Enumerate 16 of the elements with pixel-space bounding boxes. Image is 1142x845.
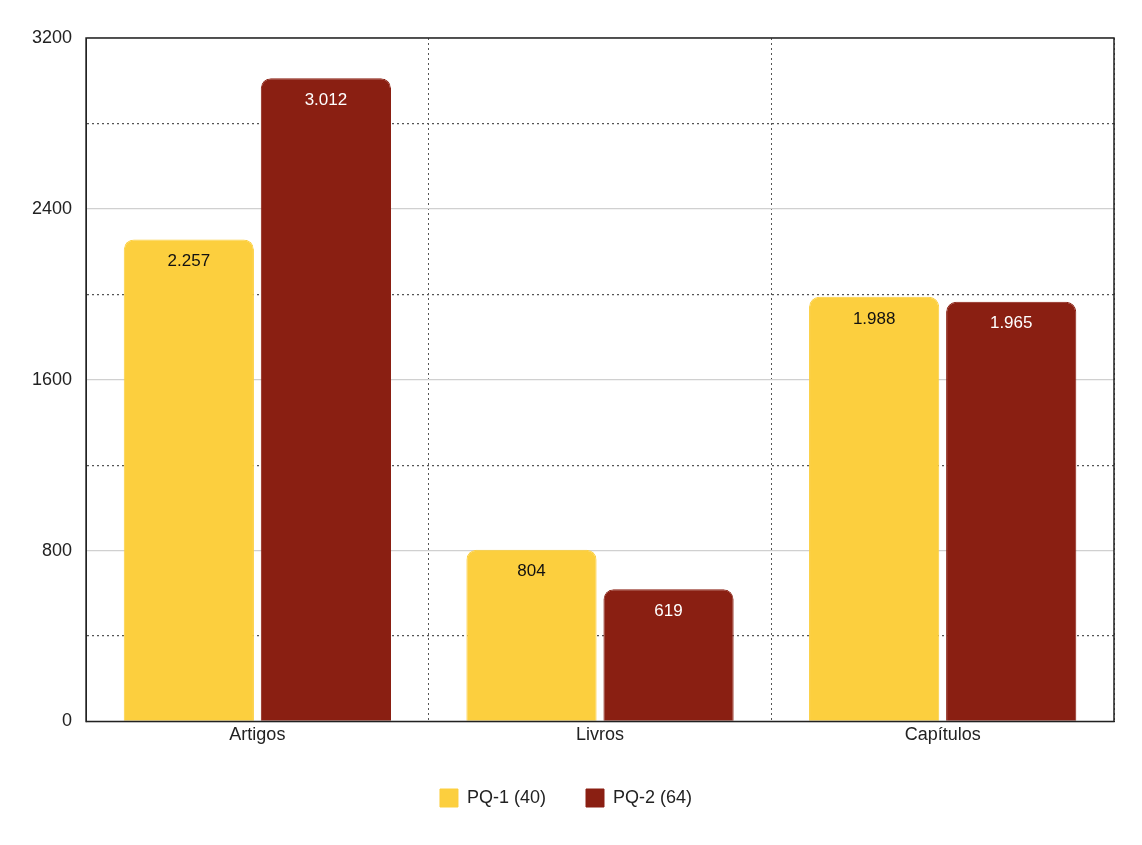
x-tick-label: Livros [576,724,625,745]
data-label: 1.988 [852,308,896,328]
y-tick-label: 3200 [32,26,73,47]
legend-label: PQ-2 (64) [613,786,693,807]
legend-label: PQ-1 (40) [466,786,547,807]
data-label: 1.965 [989,313,1033,333]
y-tick-label: 2400 [32,197,73,218]
data-label: 3.012 [304,89,348,109]
data-label: 804 [517,561,546,581]
y-tick-label: 800 [42,539,73,560]
y-tick-label: 1600 [32,368,73,389]
data-label: 2.257 [167,251,211,271]
data-label: 619 [654,600,683,620]
x-tick-label: Capítulos [904,724,981,745]
y-tick-label: 0 [62,710,73,731]
x-tick-label: Artigos [229,724,286,745]
